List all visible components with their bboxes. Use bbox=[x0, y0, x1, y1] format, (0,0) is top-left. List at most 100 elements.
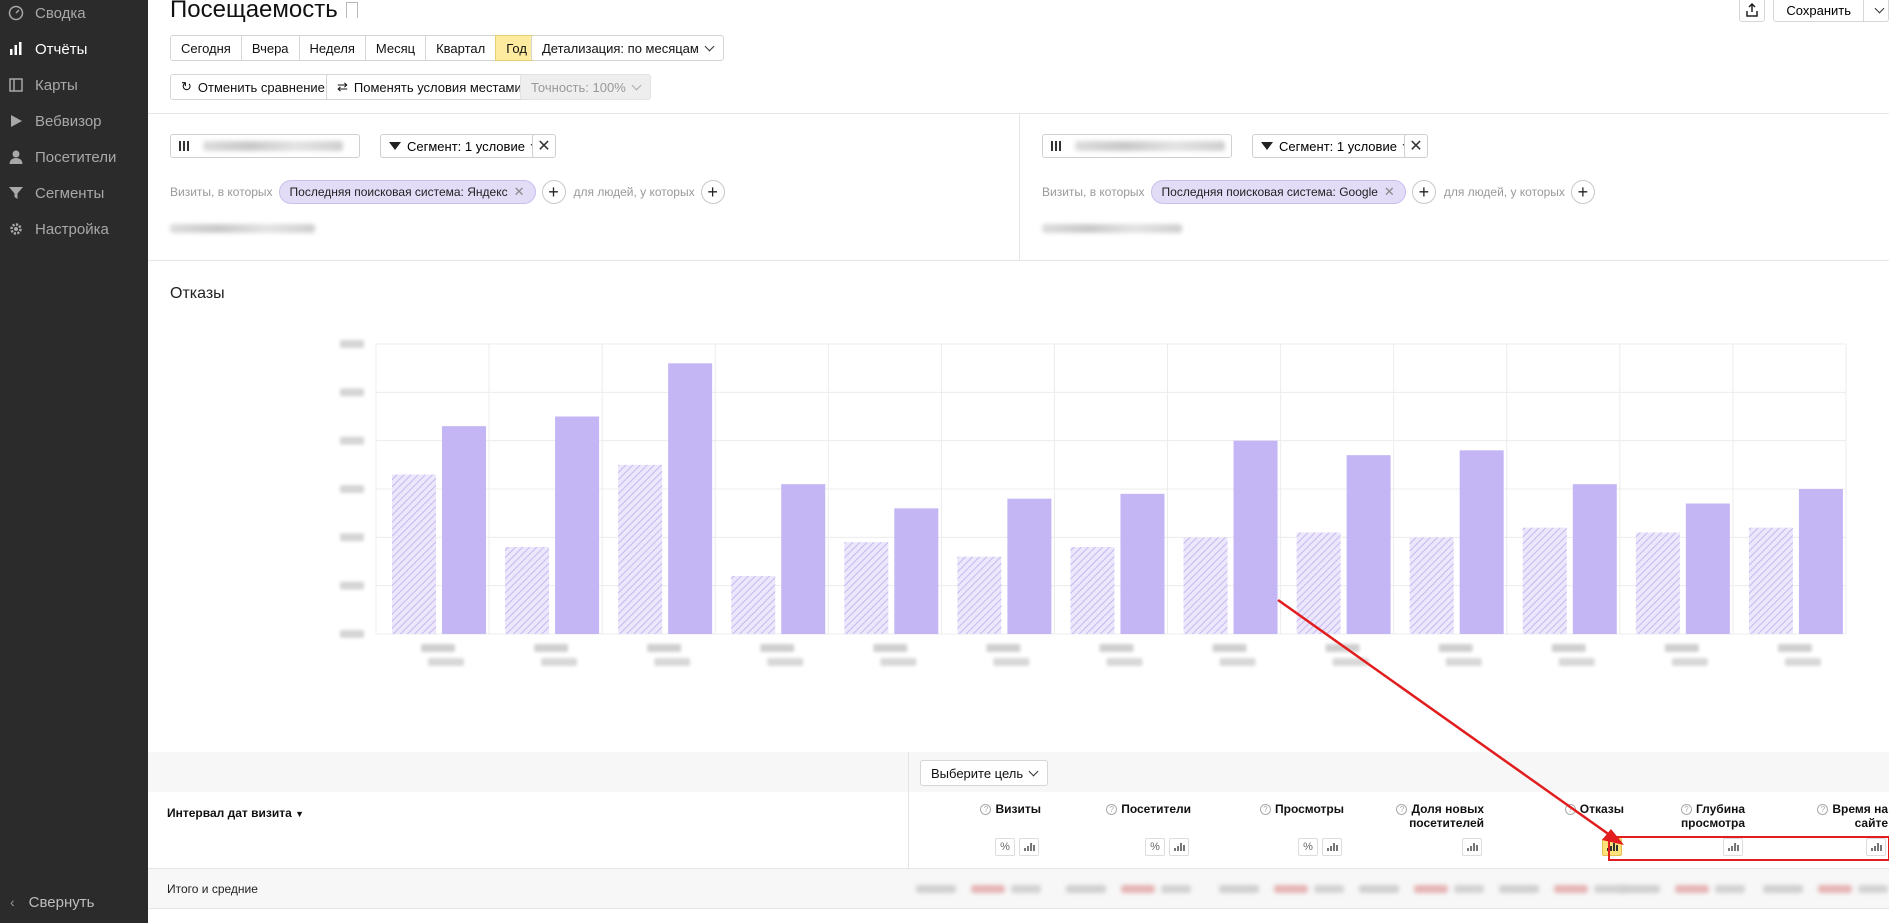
percent-toggle-button[interactable]: % bbox=[1145, 838, 1165, 856]
bar-chart-icon bbox=[1727, 843, 1739, 851]
blurred-total-value bbox=[971, 885, 1005, 893]
chart-toggle-button[interactable] bbox=[1462, 838, 1482, 856]
help-icon[interactable]: ? bbox=[1396, 804, 1408, 815]
metric-label: Визиты bbox=[995, 802, 1041, 816]
help-icon[interactable]: ? bbox=[1564, 804, 1576, 815]
bar-hatched bbox=[392, 474, 436, 634]
add-people-condition-button[interactable]: + bbox=[1570, 180, 1595, 204]
remove-segment-button[interactable]: ✕ bbox=[1404, 134, 1428, 158]
condition-chip[interactable]: Последняя поисковая система: Яндекс ✕ bbox=[278, 180, 536, 204]
help-icon[interactable]: ? bbox=[1680, 804, 1692, 815]
export-button[interactable] bbox=[1739, 0, 1766, 22]
chart-title: Отказы bbox=[170, 285, 225, 302]
sidebar-item-3[interactable]: Вебвизор bbox=[0, 106, 148, 136]
blurred-total-value bbox=[1414, 885, 1448, 893]
sidebar-item-label: Сегменты bbox=[35, 184, 105, 202]
metric-label: Глубина просмотра bbox=[1680, 802, 1745, 830]
bar-hatched bbox=[1296, 532, 1341, 634]
sidebar-item-2[interactable]: Карты bbox=[0, 70, 148, 100]
metric-header[interactable]: ? Просмотры bbox=[1259, 802, 1344, 816]
people-label: для людей, у которых bbox=[573, 185, 695, 199]
segment-left: Сегмент: 1 условие ✕ Визиты, в которых П… bbox=[148, 114, 1020, 260]
undo-icon: ↻ bbox=[181, 79, 192, 94]
accuracy-dropdown[interactable]: Точность: 100% bbox=[520, 74, 651, 100]
blurred-total-value bbox=[1314, 885, 1344, 893]
condition-chip[interactable]: Последняя поисковая система: Google ✕ bbox=[1150, 180, 1406, 204]
add-visit-condition-button[interactable]: + bbox=[1411, 180, 1436, 204]
bar-solid bbox=[894, 508, 939, 634]
help-icon[interactable]: ? bbox=[1817, 804, 1829, 815]
percent-toggle-button[interactable]: % bbox=[1298, 838, 1318, 856]
period-button[interactable]: Год bbox=[495, 35, 538, 61]
period-button[interactable]: Вчера bbox=[240, 35, 300, 61]
condition-row: Визиты, в которых Последняя поисковая си… bbox=[1042, 180, 1603, 204]
x-tick-label-blurred bbox=[1558, 658, 1595, 666]
metric-header[interactable]: ? Доля новых посетителей bbox=[1396, 802, 1484, 830]
x-tick-label-blurred bbox=[1099, 644, 1134, 652]
blurred-total-value bbox=[1219, 885, 1259, 893]
close-icon: ✕ bbox=[537, 138, 551, 155]
period-button[interactable]: Квартал bbox=[425, 35, 497, 61]
add-visit-condition-button[interactable]: + bbox=[541, 180, 566, 204]
bar-chart-icon bbox=[1870, 843, 1882, 851]
swap-conditions-button[interactable]: ⇄ Поменять условия местами bbox=[326, 74, 533, 100]
chart-toggle-button[interactable] bbox=[1866, 838, 1886, 856]
segment-dropdown[interactable]: Сегмент: 1 условие bbox=[380, 134, 548, 158]
chart-toggle-button[interactable] bbox=[1723, 838, 1743, 856]
save-button[interactable]: Сохранить bbox=[1773, 0, 1889, 22]
save-dropdown-chevron-icon[interactable] bbox=[1864, 3, 1888, 13]
period-button[interactable]: Сегодня bbox=[170, 35, 242, 61]
help-icon[interactable]: ? bbox=[980, 804, 992, 815]
help-icon[interactable]: ? bbox=[1106, 804, 1118, 815]
bar-hatched bbox=[844, 542, 889, 634]
collapse-sidebar-button[interactable]: ‹ Свернуть bbox=[0, 887, 148, 917]
chart-toggle-button[interactable] bbox=[1169, 838, 1189, 856]
column-divider bbox=[908, 752, 909, 869]
remove-segment-button[interactable]: ✕ bbox=[532, 134, 556, 158]
sidebar-item-1[interactable]: Отчёты bbox=[0, 34, 148, 64]
x-tick-label-blurred bbox=[1325, 644, 1360, 652]
goal-select[interactable]: Выберите цель bbox=[920, 760, 1049, 786]
counter-select[interactable] bbox=[170, 134, 360, 158]
close-icon[interactable]: ✕ bbox=[513, 184, 525, 199]
close-icon[interactable]: ✕ bbox=[1383, 184, 1395, 199]
period-button[interactable]: Неделя bbox=[298, 35, 366, 61]
x-tick-label-blurred bbox=[993, 658, 1030, 666]
cancel-compare-button[interactable]: ↻ Отменить сравнение bbox=[170, 74, 336, 100]
period-button[interactable]: Месяц bbox=[364, 35, 427, 61]
x-tick-label-blurred bbox=[1332, 658, 1369, 666]
x-tick-label-blurred bbox=[873, 644, 908, 652]
percent-toggle-button[interactable]: % bbox=[995, 838, 1015, 856]
chart-toggle-button[interactable] bbox=[1019, 838, 1039, 856]
date-interval-header[interactable]: Интервал дат визита ▼ bbox=[167, 806, 304, 820]
chart-toggle-button[interactable] bbox=[1322, 838, 1342, 856]
bar-hatched bbox=[1522, 527, 1567, 634]
bar-solid bbox=[442, 426, 486, 634]
sidebar-item-4[interactable]: Посетители bbox=[0, 142, 148, 172]
blurred-total-value bbox=[1066, 885, 1106, 893]
help-icon[interactable]: ? bbox=[1259, 804, 1271, 815]
detail-dropdown[interactable]: Детализация: по месяцам bbox=[531, 35, 724, 61]
funnel-icon bbox=[1261, 142, 1273, 150]
reports-icon bbox=[7, 40, 25, 58]
counter-select[interactable] bbox=[1042, 134, 1232, 158]
sidebar-item-0[interactable]: Сводка bbox=[0, 0, 148, 28]
chevron-down-icon bbox=[704, 41, 715, 51]
metric-header[interactable]: ? Посетители bbox=[1106, 802, 1191, 816]
metric-header[interactable]: ? Визиты bbox=[980, 802, 1041, 816]
bar-chart-icon bbox=[1023, 843, 1035, 851]
metric-label: Время на сайте bbox=[1832, 802, 1888, 830]
bookmark-icon[interactable] bbox=[345, 2, 358, 18]
blurred-summary bbox=[170, 224, 315, 233]
segment-dropdown[interactable]: Сегмент: 1 условие bbox=[1252, 134, 1420, 158]
condition-row: Визиты, в которых Последняя поисковая си… bbox=[170, 180, 733, 204]
metric-header[interactable]: ? Глубина просмотра bbox=[1680, 802, 1745, 830]
metric-header[interactable]: ? Отказы bbox=[1564, 802, 1624, 816]
sidebar-item-5[interactable]: Сегменты bbox=[0, 178, 148, 208]
add-people-condition-button[interactable]: + bbox=[700, 180, 725, 204]
metric-header[interactable]: ? Время на сайте bbox=[1817, 802, 1888, 830]
sidebar-item-label: Посетители bbox=[35, 148, 117, 166]
x-tick-label-blurred bbox=[534, 644, 569, 652]
sidebar-item-6[interactable]: Настройка bbox=[0, 214, 148, 244]
x-tick-label-blurred bbox=[1784, 658, 1821, 666]
